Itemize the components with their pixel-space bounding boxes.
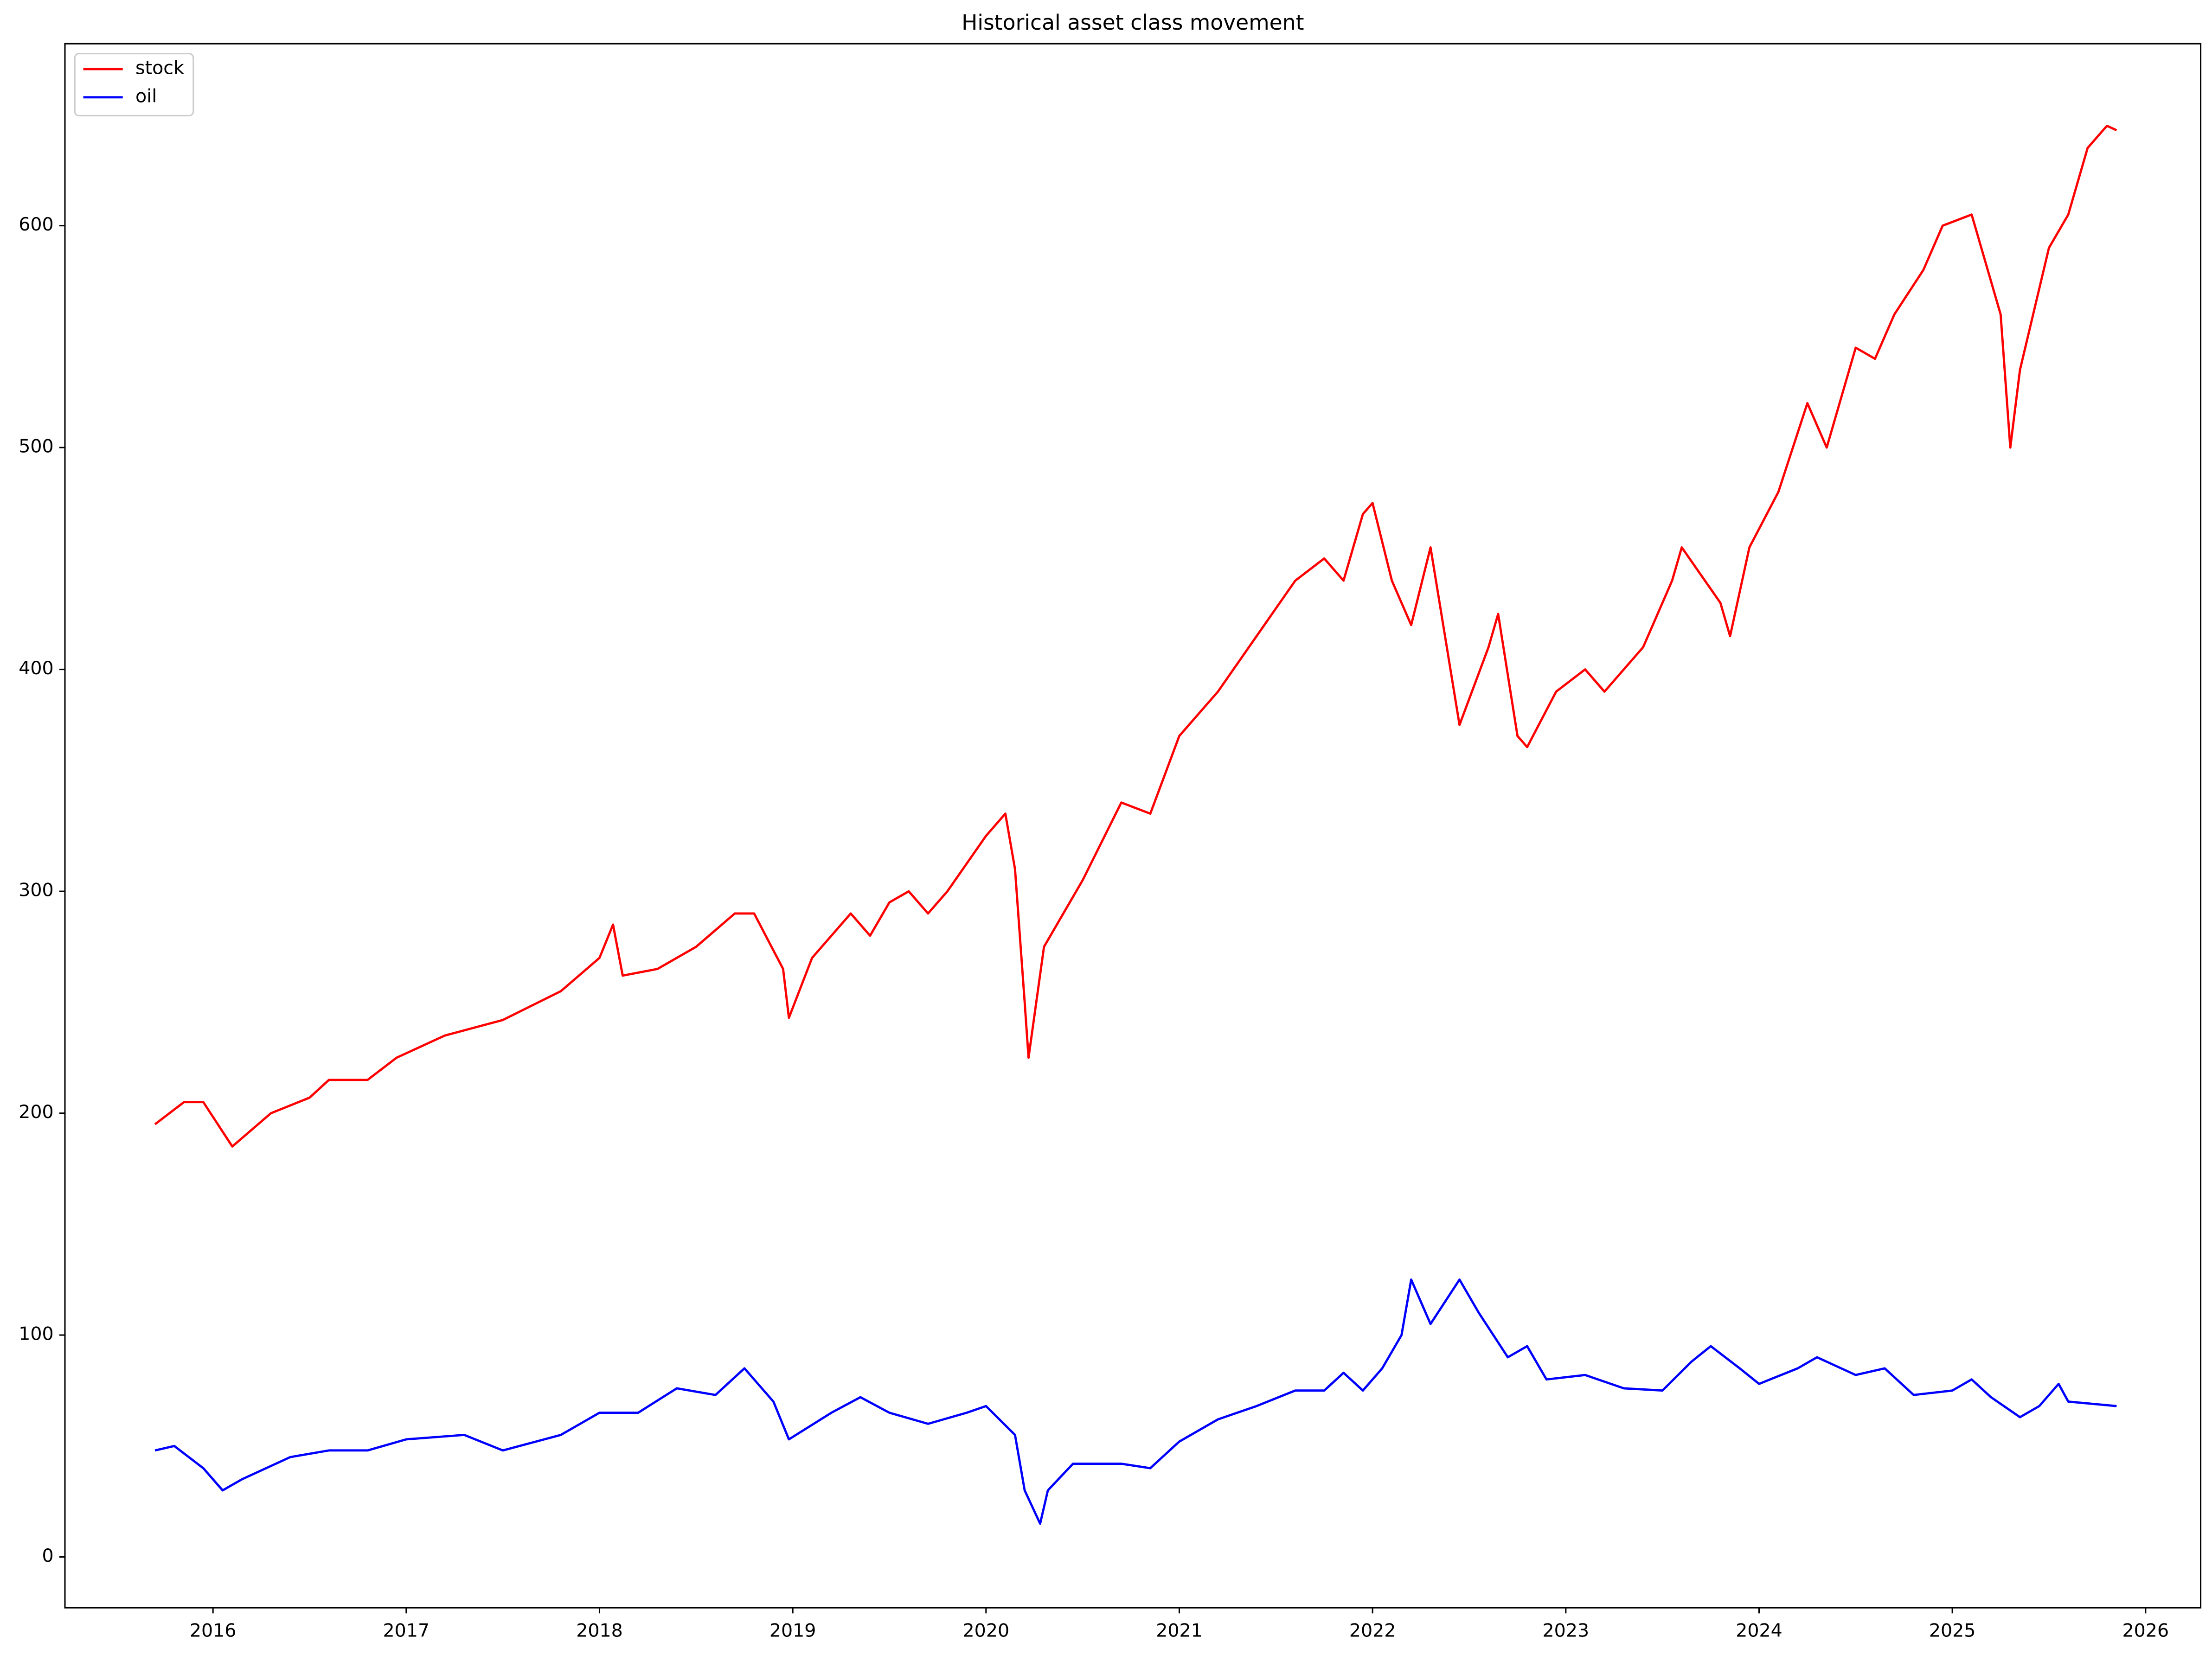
y-tick-label: 600 xyxy=(19,214,53,235)
x-tick-label: 2023 xyxy=(1543,1620,1590,1641)
line-series xyxy=(154,124,2117,1148)
chart-title: Historical asset class movement xyxy=(962,10,1304,35)
legend-label: oil xyxy=(135,85,157,107)
x-tick-label: 2020 xyxy=(963,1620,1010,1641)
y-tick-label: 200 xyxy=(19,1101,53,1123)
x-tick-label: 2019 xyxy=(769,1620,816,1641)
x-tick-label: 2018 xyxy=(576,1620,623,1641)
y-tick-label: 400 xyxy=(19,658,53,679)
plot-frame xyxy=(64,43,2202,1609)
x-tick-label: 2022 xyxy=(1349,1620,1396,1641)
y-tick-label: 0 xyxy=(42,1545,54,1566)
line-series xyxy=(154,1278,2117,1525)
x-tick-label: 2026 xyxy=(2122,1620,2169,1641)
y-tick-label: 500 xyxy=(19,436,53,457)
x-tick-label: 2021 xyxy=(1156,1620,1203,1641)
y-tick-label: 300 xyxy=(19,880,53,901)
x-tick-label: 2025 xyxy=(1929,1620,1976,1641)
y-tick-label: 100 xyxy=(19,1323,53,1345)
x-tick-label: 2024 xyxy=(1736,1620,1782,1641)
x-tick-label: 2017 xyxy=(383,1620,430,1641)
legend-label: stock xyxy=(135,58,184,79)
x-tick-label: 2016 xyxy=(190,1620,237,1641)
